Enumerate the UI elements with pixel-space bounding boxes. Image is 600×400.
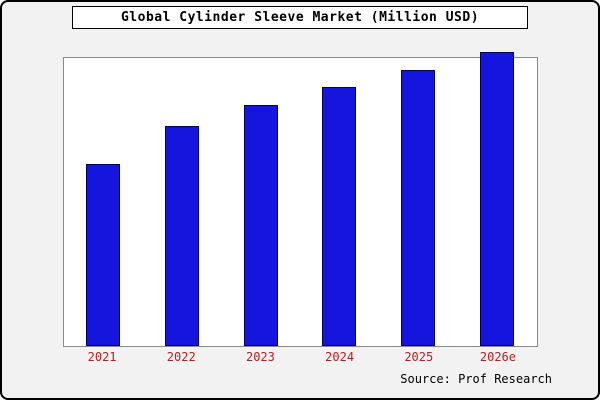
bar-slot-2023 [221,58,300,346]
bar-2021 [85,163,120,346]
bar-2023 [243,105,278,346]
bar-slot-2022 [142,58,221,346]
bar-2025 [401,69,436,346]
x-tick-label-2024: 2024 [325,350,355,364]
plot-area [62,52,538,347]
x-tick-label-2023: 2023 [245,350,275,364]
bar-slot-2026e [458,52,537,346]
source-credit: Source: Prof Research [400,372,552,386]
x-axis: 2021 2022 2023 2024 2025 2026e [63,350,538,364]
bar-2022 [164,125,199,346]
bar-2024 [322,87,357,346]
chart-title: Global Cylinder Sleeve Market (Million U… [72,6,528,29]
x-tick-label-2021: 2021 [87,350,117,364]
bar-slot-2021 [64,58,143,346]
x-tick-label-2025: 2025 [404,350,434,364]
bar-slot-2024 [300,58,379,346]
x-tick-label-2022: 2022 [166,350,196,364]
bar-slot-2025 [379,58,458,346]
bar-2026e [480,52,515,346]
x-tick-label-2026e: 2026e [479,350,516,364]
